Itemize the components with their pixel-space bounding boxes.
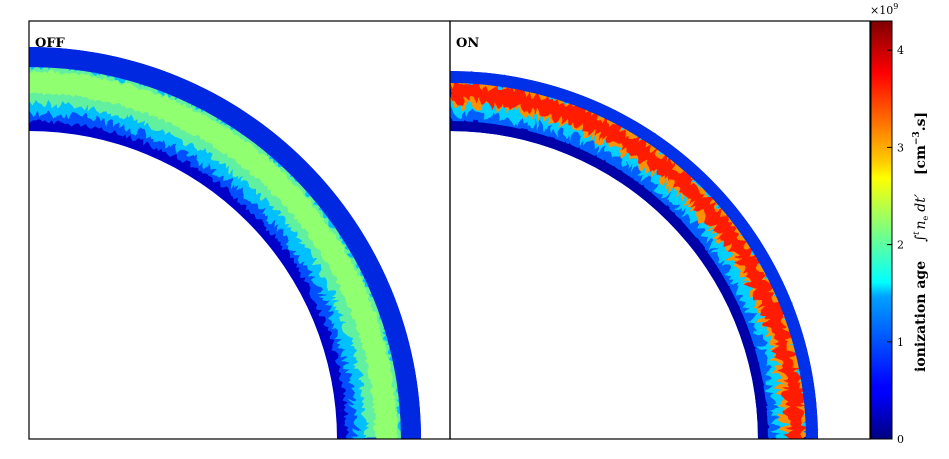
shell-outer-band: [29, 47, 421, 439]
colorbar-tick-label: 2: [897, 239, 904, 252]
colorbar-tick-label: 1: [897, 336, 904, 349]
colorbar-tick-label: 0: [897, 433, 904, 446]
colorbar: [870, 20, 893, 440]
svg-text:ionization age ∫tnedt′: ionization age ∫tnedt′ [cm−3.s]: [912, 112, 930, 372]
colorbar-axis-label: ionization age ∫tnedt′ [cm−3.s]: [912, 112, 930, 372]
panel-off-label: OFF: [35, 36, 66, 51]
shell-red-layer: [450, 80, 808, 439]
shell-inner-edge: [450, 121, 768, 439]
shell-lime-layer: [29, 69, 399, 439]
colorbar-label-main: ionization age: [913, 261, 929, 372]
panel-on-frame: [449, 20, 871, 440]
colorbar-multiplier: ×109: [870, 2, 898, 17]
colorbar-tick-label: 3: [897, 141, 904, 154]
colorbar-tick-label: 4: [897, 44, 904, 57]
panel-off-plot: [29, 47, 421, 439]
colorbar-units: [cm: [913, 145, 929, 175]
panel-on-label: ON: [456, 36, 479, 51]
panel-on-plot: [450, 71, 818, 439]
colorbar-ticks: 0 1 2 3 4: [887, 44, 904, 446]
